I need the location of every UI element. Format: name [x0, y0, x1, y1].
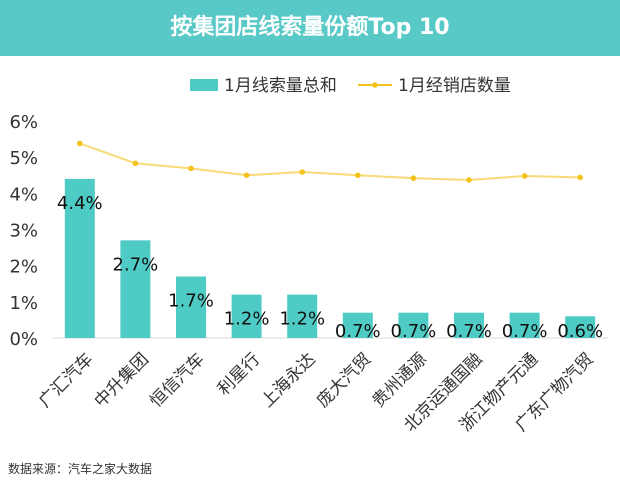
legend-bar-label: 1月线索量总和: [224, 76, 337, 96]
bar-value-label: 1.2%: [224, 309, 270, 330]
line-point: [77, 140, 83, 147]
bar: [342, 312, 373, 338]
x-tick-label: 庞大汽贸: [313, 349, 375, 411]
y-tick-label: 6%: [9, 112, 38, 133]
line-point: [243, 172, 250, 179]
line-series: [77, 140, 583, 183]
bar-value-label: 2.7%: [113, 254, 159, 275]
bar-value-label: 0.7%: [391, 321, 437, 342]
y-tick-label: 0%: [9, 329, 38, 350]
chart-title: 按集团店线索量份额Top 10: [170, 15, 450, 40]
y-axis-ticks: 0% 1% 2% 3% 4% 5% 6%: [9, 112, 38, 350]
y-tick-label: 2%: [9, 257, 38, 278]
legend: 1月线索量总和 1月经销店数量: [190, 76, 511, 96]
bar: [231, 294, 262, 338]
bar: [565, 316, 596, 338]
bar-value-label: 1.7%: [168, 291, 214, 312]
line-point: [577, 174, 583, 181]
x-tick-label: 利星行: [214, 349, 264, 399]
data-source: 数据来源：汽车之家大数据: [8, 462, 153, 476]
line-point: [132, 160, 139, 167]
x-tick-label: 恒信汽车: [146, 349, 208, 411]
bar-value-label: 1.2%: [279, 309, 325, 330]
bar: [120, 240, 151, 338]
line-point: [299, 169, 306, 175]
legend-line-marker: [372, 82, 378, 88]
x-tick-label: 上海永达: [258, 349, 320, 411]
bar: [509, 312, 540, 338]
line-point: [355, 172, 361, 179]
line-point: [521, 173, 528, 179]
bar: [64, 178, 95, 338]
y-tick-label: 3%: [9, 221, 38, 242]
bar-value-label: 0.7%: [446, 321, 492, 342]
bar-value-label: 0.7%: [335, 321, 381, 342]
y-tick-label: 4%: [9, 184, 38, 205]
bar-value-label: 0.7%: [502, 321, 548, 342]
y-tick-label: 5%: [9, 148, 38, 169]
bars: [64, 178, 596, 338]
legend-bar-swatch: [190, 79, 218, 91]
title-bar: [0, 0, 620, 56]
bar: [398, 312, 429, 338]
bar: [176, 276, 206, 338]
bar: [454, 312, 484, 338]
x-tick-label: 广汇汽车: [35, 349, 97, 411]
line-path: [79, 142, 581, 181]
line-point: [466, 177, 472, 183]
y-tick-label: 1%: [9, 293, 38, 314]
bar-labels: 4.4% 2.7% 1.7% 1.2% 1.2% 0.7% 0.7% 0.7% 0.7% 0.6%: [57, 193, 603, 342]
line-point: [188, 165, 194, 172]
legend-line-label: 1月经销店数量: [398, 76, 511, 96]
bar: [287, 294, 318, 338]
bar-value-label: 0.6%: [557, 321, 603, 342]
bar-value-label: 4.4%: [57, 193, 103, 214]
line-point: [410, 175, 417, 181]
x-tick-label: 中升集团: [91, 349, 153, 411]
